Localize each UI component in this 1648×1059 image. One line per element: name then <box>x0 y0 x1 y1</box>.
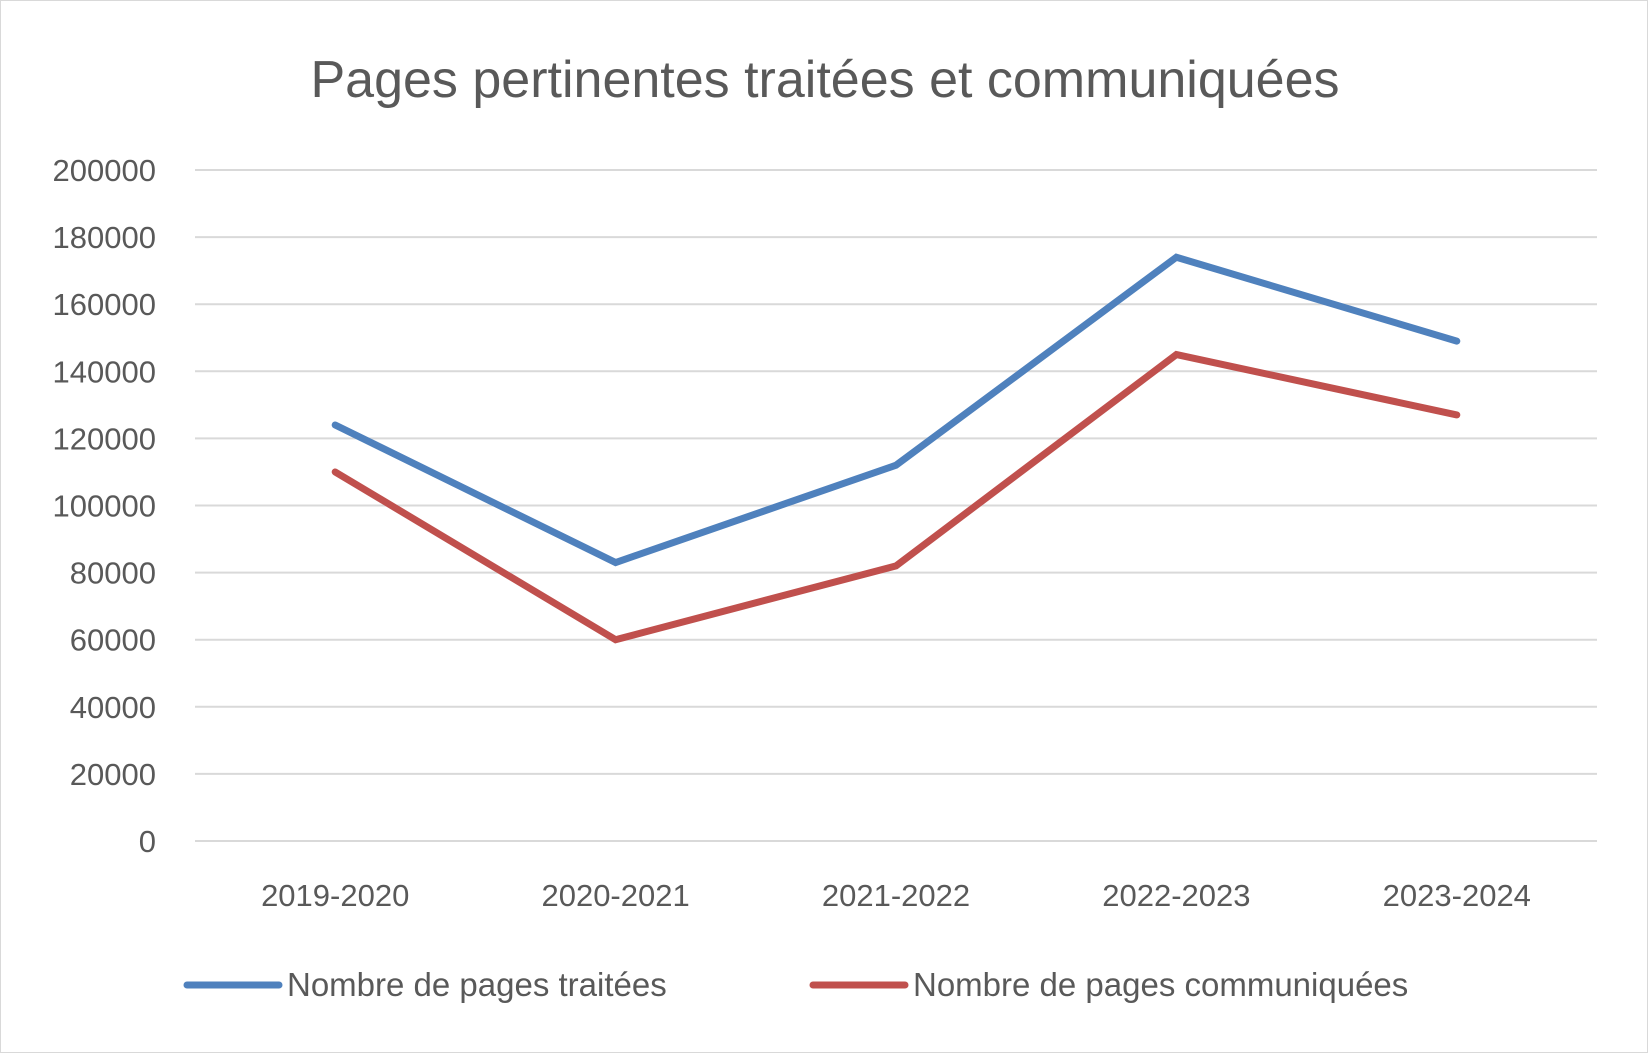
legend-label: Nombre de pages traitées <box>287 966 667 1003</box>
legend-item: Nombre de pages traitées <box>187 966 667 1003</box>
y-tick-labels: 0 20000 40000 60000 80000 100000 120000 140000 1… <box>53 153 156 859</box>
series-line-1 <box>335 257 1457 562</box>
series-line-2 <box>335 355 1457 640</box>
y-tick-label: 60000 <box>70 623 156 658</box>
x-tick-labels: 2019-2020 2020-2021 2021-2022 2022-2023 2023… <box>261 878 1531 913</box>
y-tick-label: 40000 <box>70 690 156 725</box>
x-tick-label: 2022-2023 <box>1102 878 1250 913</box>
y-tick-label: 200000 <box>53 153 156 188</box>
y-tick-label: 100000 <box>53 489 156 524</box>
x-tick-label: 2021-2022 <box>822 878 970 913</box>
y-tick-label: 120000 <box>53 421 156 456</box>
legend: Nombre de pages traitées Nombre de pages … <box>187 966 1408 1003</box>
y-tick-label: 140000 <box>53 354 156 389</box>
y-tick-label: 160000 <box>53 287 156 322</box>
legend-item: Nombre de pages communiquées <box>813 966 1408 1003</box>
chart-title: Pages pertinentes traitées et communiqué… <box>310 51 1339 109</box>
y-tick-label: 0 <box>139 824 156 859</box>
y-tick-label: 20000 <box>70 757 156 792</box>
y-tick-label: 180000 <box>53 220 156 255</box>
x-tick-label: 2019-2020 <box>261 878 409 913</box>
legend-label: Nombre de pages communiquées <box>913 966 1408 1003</box>
series-lines <box>335 257 1457 640</box>
y-tick-label: 80000 <box>70 556 156 591</box>
x-tick-label: 2020-2021 <box>541 878 689 913</box>
gridlines <box>195 170 1597 841</box>
x-tick-label: 2023-2024 <box>1383 878 1531 913</box>
